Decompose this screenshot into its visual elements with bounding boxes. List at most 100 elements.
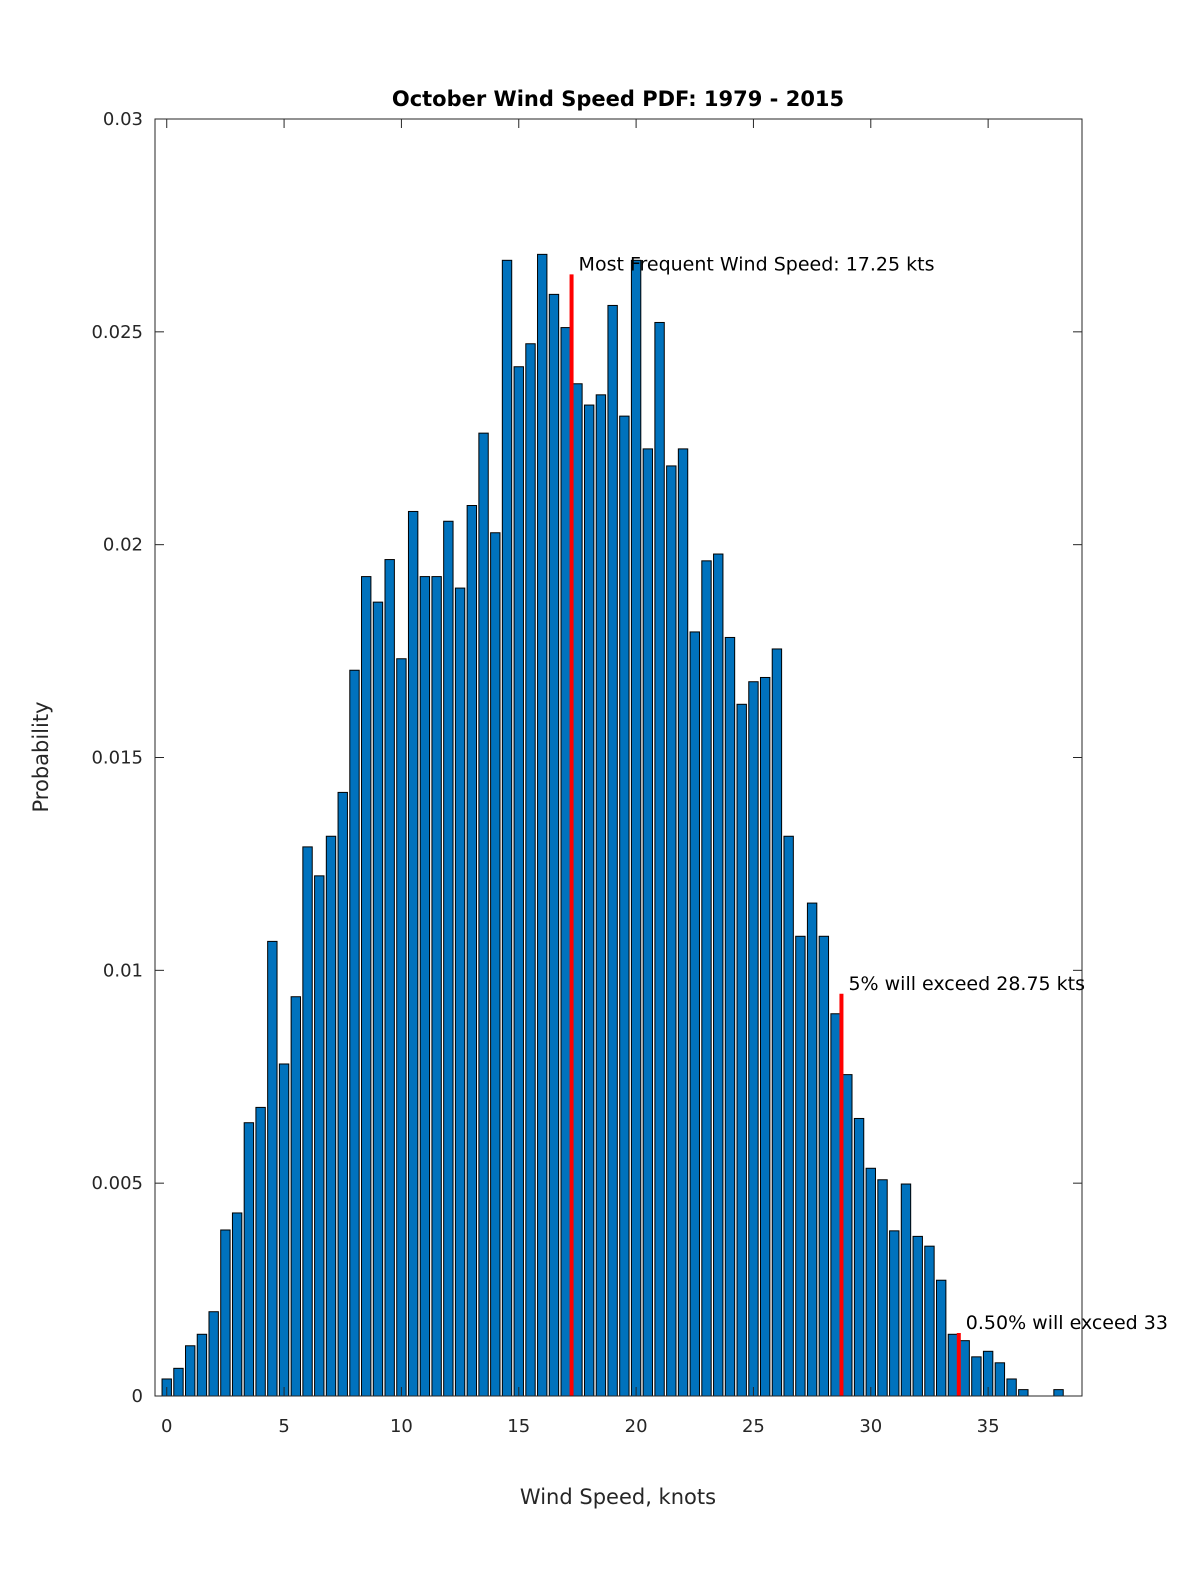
bar-71 — [994, 1362, 1006, 1397]
bar-63 — [900, 1183, 912, 1397]
bar-55 — [806, 902, 818, 1397]
bar-10 — [278, 1063, 290, 1397]
bar-47 — [713, 553, 724, 1397]
bar-49 — [736, 703, 747, 1397]
bar-59 — [853, 1117, 865, 1397]
bar-28 — [490, 532, 501, 1397]
marker-label-1: 5% will exceed 28.75 kts — [848, 973, 1085, 995]
x-tick-label-5: 25 — [742, 1416, 765, 1437]
bar-62 — [889, 1230, 900, 1397]
bar-38 — [607, 304, 618, 1397]
bar-48 — [724, 636, 736, 1397]
bar-56 — [818, 935, 830, 1397]
bar-12 — [302, 846, 313, 1397]
bar-45 — [689, 631, 700, 1397]
bar-43 — [666, 465, 677, 1397]
bar-76 — [1053, 1389, 1064, 1397]
bar-19 — [384, 559, 395, 1397]
bar-14 — [325, 835, 337, 1397]
bar-9 — [267, 940, 278, 1397]
x-tick-label-3: 15 — [507, 1416, 530, 1437]
bar-41 — [642, 448, 654, 1397]
bar-40 — [630, 259, 642, 1397]
bar-20 — [396, 658, 407, 1397]
bar-17 — [361, 576, 372, 1397]
bar-8 — [255, 1106, 266, 1397]
marker-label-0: Most Frequent Wind Speed: 17.25 kts — [579, 253, 935, 275]
bar-44 — [677, 448, 689, 1397]
x-tick-label-7: 35 — [977, 1416, 1000, 1437]
x-tick-label-1: 5 — [278, 1416, 289, 1437]
bar-27 — [478, 432, 489, 1397]
bar-25 — [454, 587, 466, 1397]
bar-66 — [936, 1279, 947, 1397]
plot-frame — [154, 118, 1083, 1397]
bar-39 — [619, 415, 630, 1397]
bar-30 — [513, 366, 524, 1397]
x-tick-label-0: 0 — [161, 1416, 172, 1437]
bar-22 — [419, 576, 431, 1397]
y-tick-label-4: 0.02 — [103, 535, 143, 556]
y-tick-label-0: 0 — [132, 1386, 143, 1407]
bar-13 — [314, 875, 325, 1397]
y-tick-label-6: 0.03 — [103, 109, 143, 130]
bar-52 — [771, 648, 783, 1397]
bar-37 — [595, 394, 607, 1397]
bar-4 — [208, 1311, 219, 1397]
y-tick-label-2: 0.01 — [103, 960, 143, 981]
x-tick-labels: 0 5 10 15 20 25 30 35 — [161, 1416, 1000, 1437]
y-tick-label-5: 0.025 — [91, 322, 143, 343]
bar-5 — [220, 1229, 231, 1397]
y-tick-label-3: 0.015 — [91, 748, 143, 769]
bar-60 — [865, 1167, 876, 1397]
bar-50 — [748, 681, 759, 1397]
bar-65 — [924, 1245, 935, 1397]
bar-72 — [1006, 1378, 1017, 1397]
bar-32 — [537, 253, 548, 1397]
bar-36 — [583, 404, 595, 1397]
bar-1 — [173, 1367, 184, 1397]
bar-33 — [548, 293, 560, 1397]
bar-18 — [372, 601, 384, 1397]
bar-21 — [407, 510, 419, 1397]
bar-67 — [947, 1333, 959, 1397]
x-axis-label: Wind Speed, knots — [520, 1485, 716, 1509]
bar-51 — [759, 676, 771, 1397]
bar-15 — [337, 791, 348, 1397]
bar-23 — [431, 576, 442, 1397]
bar-34 — [560, 327, 571, 1397]
marker-label-2: 0.50% will exceed 33 — [966, 1312, 1168, 1334]
bar-11 — [290, 996, 302, 1397]
x-tick-label-2: 10 — [390, 1416, 413, 1437]
bar-29 — [501, 259, 513, 1397]
y-axis-label: Probability — [29, 701, 53, 812]
bar-46 — [701, 560, 712, 1397]
bar-64 — [912, 1235, 923, 1397]
bar-57 — [830, 1013, 841, 1397]
y-tick-labels: 0 0.005 0.01 0.015 0.02 0.025 0.03 — [91, 109, 143, 1407]
bar-35 — [572, 383, 583, 1397]
x-tick-label-6: 30 — [859, 1416, 882, 1437]
bar-69 — [971, 1356, 982, 1397]
chart-title: October Wind Speed PDF: 1979 - 2015 — [392, 87, 844, 111]
bar-54 — [795, 935, 806, 1397]
bar-58 — [842, 1074, 853, 1397]
bar-68 — [959, 1340, 970, 1397]
marker-lines — [569, 274, 961, 1396]
bar-2 — [185, 1345, 196, 1397]
y-tick-label-1: 0.005 — [91, 1173, 143, 1194]
bar-26 — [466, 505, 478, 1397]
bar-24 — [443, 520, 454, 1397]
bar-7 — [243, 1122, 255, 1397]
bar-53 — [783, 835, 794, 1397]
bar-16 — [349, 669, 360, 1397]
bar-3 — [196, 1333, 208, 1397]
bar-31 — [525, 343, 536, 1397]
annotations: Most Frequent Wind Speed: 17.25 kts 5% wi… — [579, 253, 1168, 1334]
x-tick-label-4: 20 — [625, 1416, 648, 1437]
bar-6 — [231, 1212, 243, 1397]
bar-42 — [654, 321, 665, 1397]
bar-73 — [1018, 1389, 1029, 1397]
bar-61 — [877, 1179, 888, 1397]
